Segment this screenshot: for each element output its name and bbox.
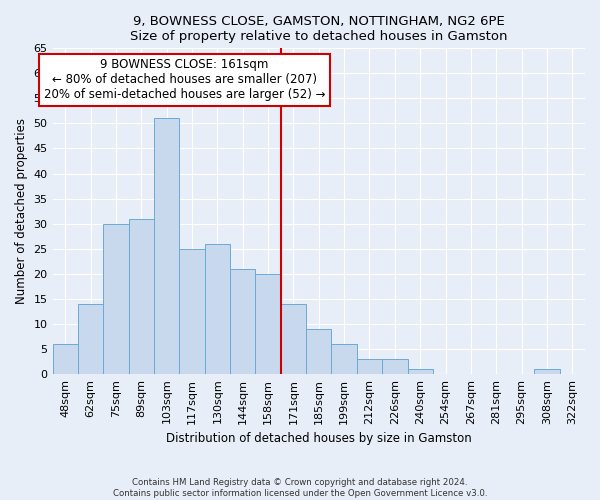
Text: 9 BOWNESS CLOSE: 161sqm
← 80% of detached houses are smaller (207)
20% of semi-d: 9 BOWNESS CLOSE: 161sqm ← 80% of detache… [44,58,325,102]
Bar [53,344,78,374]
Bar [256,274,281,374]
Bar [407,369,433,374]
Bar [357,359,382,374]
Bar [78,304,103,374]
Bar [179,248,205,374]
Bar [230,268,256,374]
Bar [205,244,230,374]
Bar [382,359,407,374]
Y-axis label: Number of detached properties: Number of detached properties [15,118,28,304]
Text: Contains HM Land Registry data © Crown copyright and database right 2024.
Contai: Contains HM Land Registry data © Crown c… [113,478,487,498]
X-axis label: Distribution of detached houses by size in Gamston: Distribution of detached houses by size … [166,432,472,445]
Title: 9, BOWNESS CLOSE, GAMSTON, NOTTINGHAM, NG2 6PE
Size of property relative to deta: 9, BOWNESS CLOSE, GAMSTON, NOTTINGHAM, N… [130,15,508,43]
Bar [534,369,560,374]
Bar [306,328,331,374]
Bar [128,218,154,374]
Bar [154,118,179,374]
Bar [331,344,357,374]
Bar [281,304,306,374]
Bar [103,224,128,374]
